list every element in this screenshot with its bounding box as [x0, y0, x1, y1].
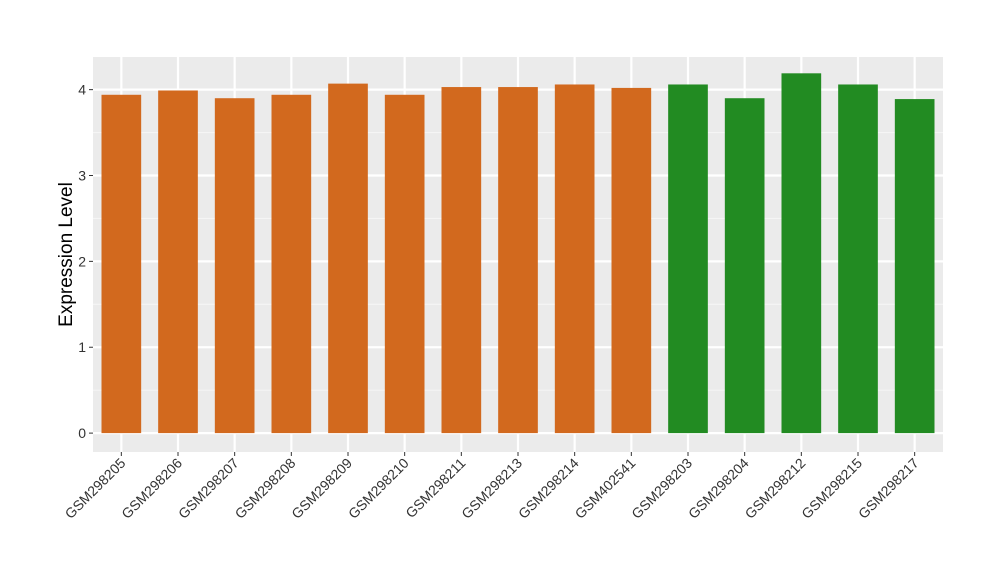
bar-gsm298215 — [838, 84, 878, 434]
bar-gsm298214 — [554, 84, 595, 434]
bar-gsm298206 — [158, 90, 198, 434]
bar-gsm298211 — [441, 87, 482, 434]
y-tick-label: 2 — [78, 253, 86, 269]
bar-gsm298208 — [271, 94, 312, 434]
bar-gsm402541 — [611, 87, 652, 434]
x-tick-label: GSM298210 — [345, 455, 412, 522]
x-axis: GSM298205GSM298206GSM298207GSM298208GSM2… — [62, 452, 922, 522]
bar-gsm298210 — [384, 94, 425, 434]
bar-gsm298217 — [894, 99, 935, 434]
bar-gsm298204 — [724, 98, 765, 434]
bars — [101, 73, 935, 434]
y-tick-label: 0 — [78, 425, 86, 441]
x-tick-label: GSM298217 — [855, 455, 922, 522]
y-axis-title: Expression Level — [56, 182, 77, 327]
bar-gsm298205 — [101, 94, 142, 434]
y-axis: 0 1 2 3 4 — [78, 82, 93, 441]
y-tick-label: 1 — [78, 339, 86, 355]
y-tick-label: 3 — [78, 168, 86, 184]
bar-gsm298212 — [781, 73, 822, 434]
y-tick-label: 4 — [78, 82, 86, 98]
bar-gsm298213 — [498, 87, 538, 434]
bar-gsm298209 — [328, 83, 368, 434]
bar-gsm298207 — [214, 98, 255, 434]
bar-gsm298203 — [668, 84, 708, 434]
